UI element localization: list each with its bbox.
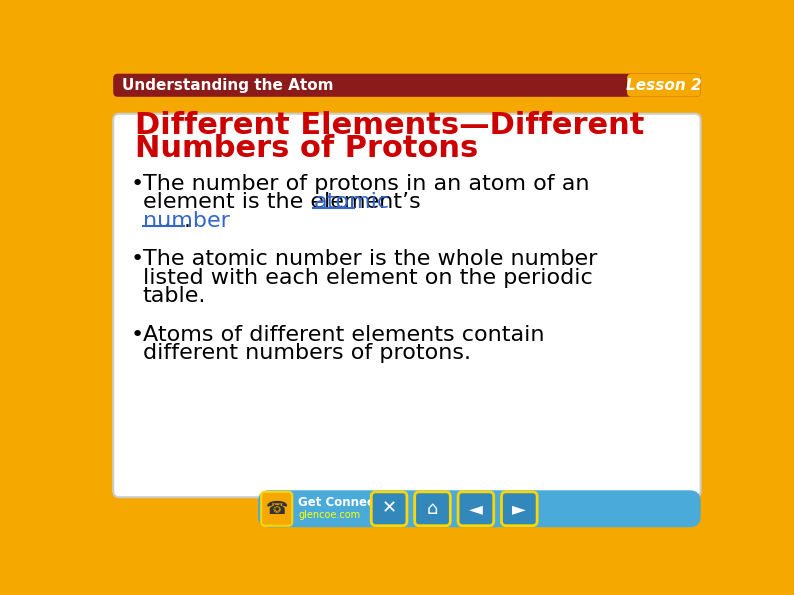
Text: •: • xyxy=(130,325,144,345)
FancyBboxPatch shape xyxy=(258,490,700,527)
Text: Get Connected: Get Connected xyxy=(299,496,396,509)
Text: number: number xyxy=(143,211,229,231)
FancyBboxPatch shape xyxy=(458,492,494,526)
FancyBboxPatch shape xyxy=(114,74,700,97)
Text: The atomic number is the whole number: The atomic number is the whole number xyxy=(143,249,597,270)
Text: element is the element’s: element is the element’s xyxy=(143,192,427,212)
Text: Lesson 2: Lesson 2 xyxy=(626,78,701,93)
Text: ►: ► xyxy=(512,500,526,518)
Text: different numbers of protons.: different numbers of protons. xyxy=(143,343,471,363)
Text: listed with each element on the periodic: listed with each element on the periodic xyxy=(143,268,592,288)
FancyBboxPatch shape xyxy=(502,492,537,526)
Text: atomic: atomic xyxy=(313,192,389,212)
Text: The number of protons in an atom of an: The number of protons in an atom of an xyxy=(143,174,589,194)
Text: Understanding the Atom: Understanding the Atom xyxy=(122,78,334,93)
FancyBboxPatch shape xyxy=(627,74,700,97)
Text: Numbers of Protons: Numbers of Protons xyxy=(135,134,478,163)
Text: table.: table. xyxy=(143,286,206,306)
Text: glencoe.com: glencoe.com xyxy=(299,510,360,520)
Text: ◄: ◄ xyxy=(469,500,483,518)
FancyBboxPatch shape xyxy=(114,114,700,497)
Text: Different Elements—Different: Different Elements—Different xyxy=(135,111,644,140)
Text: .: . xyxy=(183,211,191,231)
Text: •: • xyxy=(130,174,144,194)
FancyBboxPatch shape xyxy=(414,492,450,526)
Text: •: • xyxy=(130,249,144,270)
Text: ☎: ☎ xyxy=(265,500,288,518)
FancyBboxPatch shape xyxy=(261,492,292,526)
Text: ⌂: ⌂ xyxy=(427,500,438,518)
FancyBboxPatch shape xyxy=(372,492,407,526)
Text: Atoms of different elements contain: Atoms of different elements contain xyxy=(143,325,544,345)
Text: ✕: ✕ xyxy=(382,500,397,518)
